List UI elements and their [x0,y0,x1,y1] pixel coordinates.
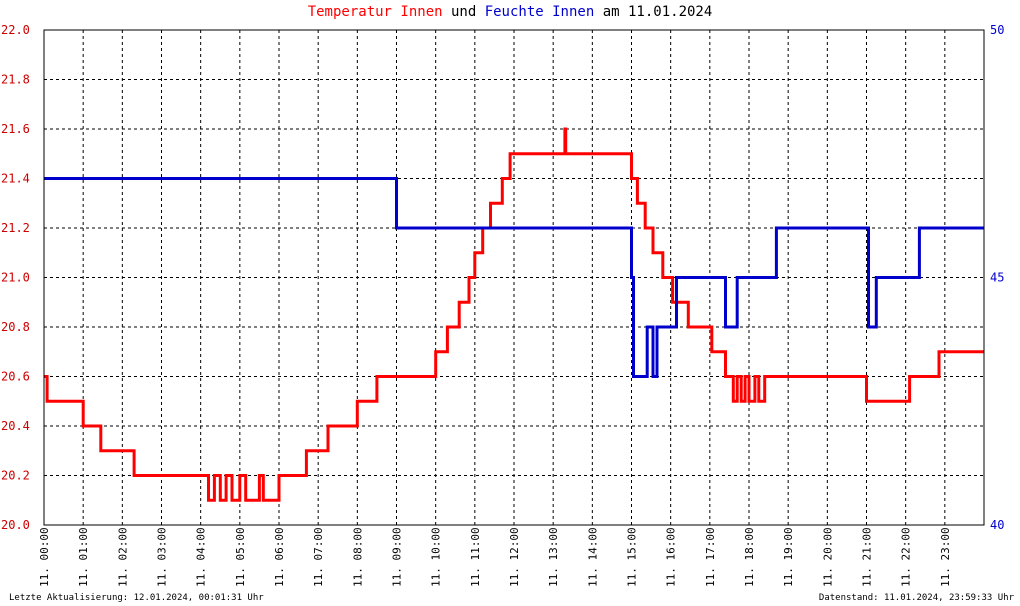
title-temperature: Temperatur Innen [307,4,443,20]
y-right-tick-label: 45 [990,271,1004,285]
series-line-humidity [44,177,984,378]
y-right-tick-label: 50 [990,23,1004,37]
x-tick-label: 11. 02:00 [116,527,129,587]
x-tick-label: 11. 05:00 [234,527,247,587]
title-date: am 11.01.2024 [594,4,713,20]
x-tick-label: 11. 14:00 [586,527,599,587]
y-left-tick-label: 21.4 [1,172,30,186]
grid [44,30,984,525]
x-tick-label: 11. 04:00 [195,527,208,587]
x-tick-label: 11. 16:00 [665,527,678,587]
x-tick-label: 11. 11:00 [469,527,482,587]
x-tick-label: 11. 00:00 [38,527,51,587]
y-left-tick-label: 21.2 [1,221,30,235]
x-tick-label: 11. 22:00 [900,527,913,587]
x-tick-label: 11. 01:00 [77,527,90,587]
y-left-tick-label: 22.0 [1,23,30,37]
x-tick-label: 11. 23:00 [939,527,952,587]
chart-title: Temperatur Innen und Feuchte Innen am 11… [0,4,1020,20]
y-right-tick-label: 40 [990,518,1004,532]
y-axis-left: 20.0 20.2 20.4 20.6 20.8 21.0 21.2 21.4 21.6 21.8… [1,23,30,532]
series-line-temperature [44,127,984,502]
title-humidity: Feuchte Innen [484,4,595,20]
y-left-tick-label: 21.0 [1,271,30,285]
y-left-tick-label: 20.4 [1,419,30,433]
plot-frame [43,29,985,526]
x-tick-label: 11. 21:00 [861,527,874,587]
x-tick-label: 11. 17:00 [704,527,717,587]
x-tick-label: 11. 03:00 [156,527,169,587]
x-tick-label: 11. 13:00 [547,527,560,587]
x-tick-label: 11. 18:00 [743,527,756,587]
x-tick-label: 11. 19:00 [782,527,795,587]
x-tick-label: 11. 06:00 [273,527,286,587]
x-tick-label: 11. 08:00 [351,527,364,587]
x-axis: 11. 00:00 11. 01:00 11. 02:00 11. 03:00 11. … [38,527,952,587]
x-tick-label: 11. 09:00 [391,527,404,587]
y-left-tick-label: 20.0 [1,518,30,532]
x-tick-label: 11. 20:00 [821,527,834,587]
x-tick-label: 11. 15:00 [626,527,639,587]
y-left-tick-label: 21.6 [1,122,30,136]
y-left-tick-label: 20.2 [1,469,30,483]
y-left-tick-label: 20.6 [1,370,30,384]
y-left-tick-label: 21.8 [1,73,30,87]
title-connector: und [442,4,485,20]
x-tick-label: 11. 10:00 [430,527,443,587]
x-tick-label: 11. 07:00 [312,527,325,587]
y-left-tick-label: 20.8 [1,320,30,334]
footer-data-status: Datenstand: 11.01.2024, 23:59:33 Uhr [818,593,1014,603]
series-layer [44,127,984,502]
footer-last-update: Letzte Aktualisierung: 12.01.2024, 00:01… [9,593,264,603]
y-axis-right: 40 45 50 [990,23,1004,532]
x-tick-label: 11. 12:00 [508,527,521,587]
